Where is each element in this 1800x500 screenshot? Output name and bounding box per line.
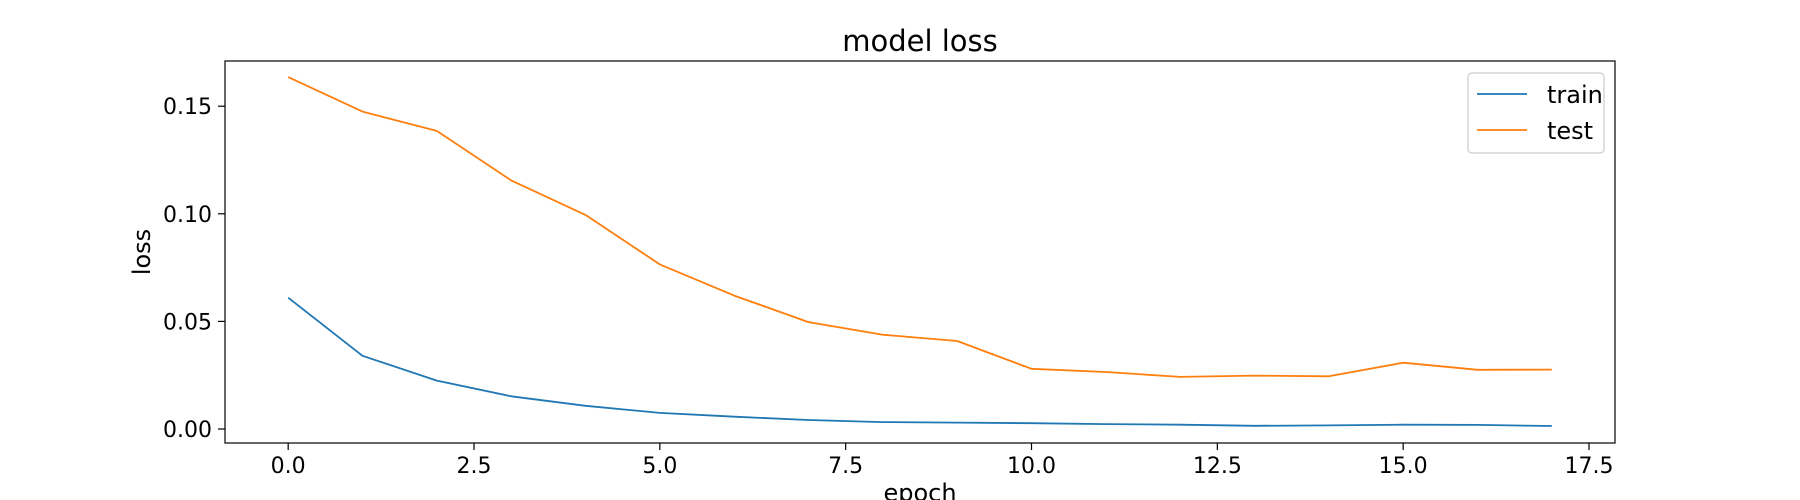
y-tick-label: 0.05 <box>163 310 212 335</box>
x-tick-label: 5.0 <box>642 454 677 479</box>
series-line-train <box>287 296 1552 427</box>
x-tick-label: 7.5 <box>828 454 863 479</box>
legend-label-test: test <box>1547 117 1593 145</box>
chart-title: model loss <box>842 24 998 58</box>
y-tick-label: 0.15 <box>163 95 212 120</box>
x-tick-label: 15.0 <box>1379 454 1428 479</box>
x-tick-label: 0.0 <box>271 454 306 479</box>
y-tick-label: 0.10 <box>163 203 212 228</box>
x-tick-label: 12.5 <box>1193 454 1242 479</box>
x-axis-ticks: 0.0 2.5 5.0 7.5 10.0 12.5 15.0 17.5 <box>271 443 1613 479</box>
y-axis-label: loss <box>128 229 156 275</box>
x-tick-label: 17.5 <box>1564 454 1613 479</box>
legend-label-train: train <box>1547 81 1603 109</box>
plot-area-frame <box>224 60 1616 444</box>
y-axis-ticks: 0.00 0.05 0.10 0.15 <box>163 95 225 443</box>
x-axis-label: epoch <box>883 479 956 500</box>
y-tick-label: 0.00 <box>163 418 212 443</box>
x-tick-label: 2.5 <box>457 454 492 479</box>
series-layer <box>287 76 1552 427</box>
legend-box <box>1467 72 1605 154</box>
series-line-test <box>287 76 1552 378</box>
x-tick-label: 10.0 <box>1007 454 1056 479</box>
legend: train test <box>1467 72 1605 154</box>
